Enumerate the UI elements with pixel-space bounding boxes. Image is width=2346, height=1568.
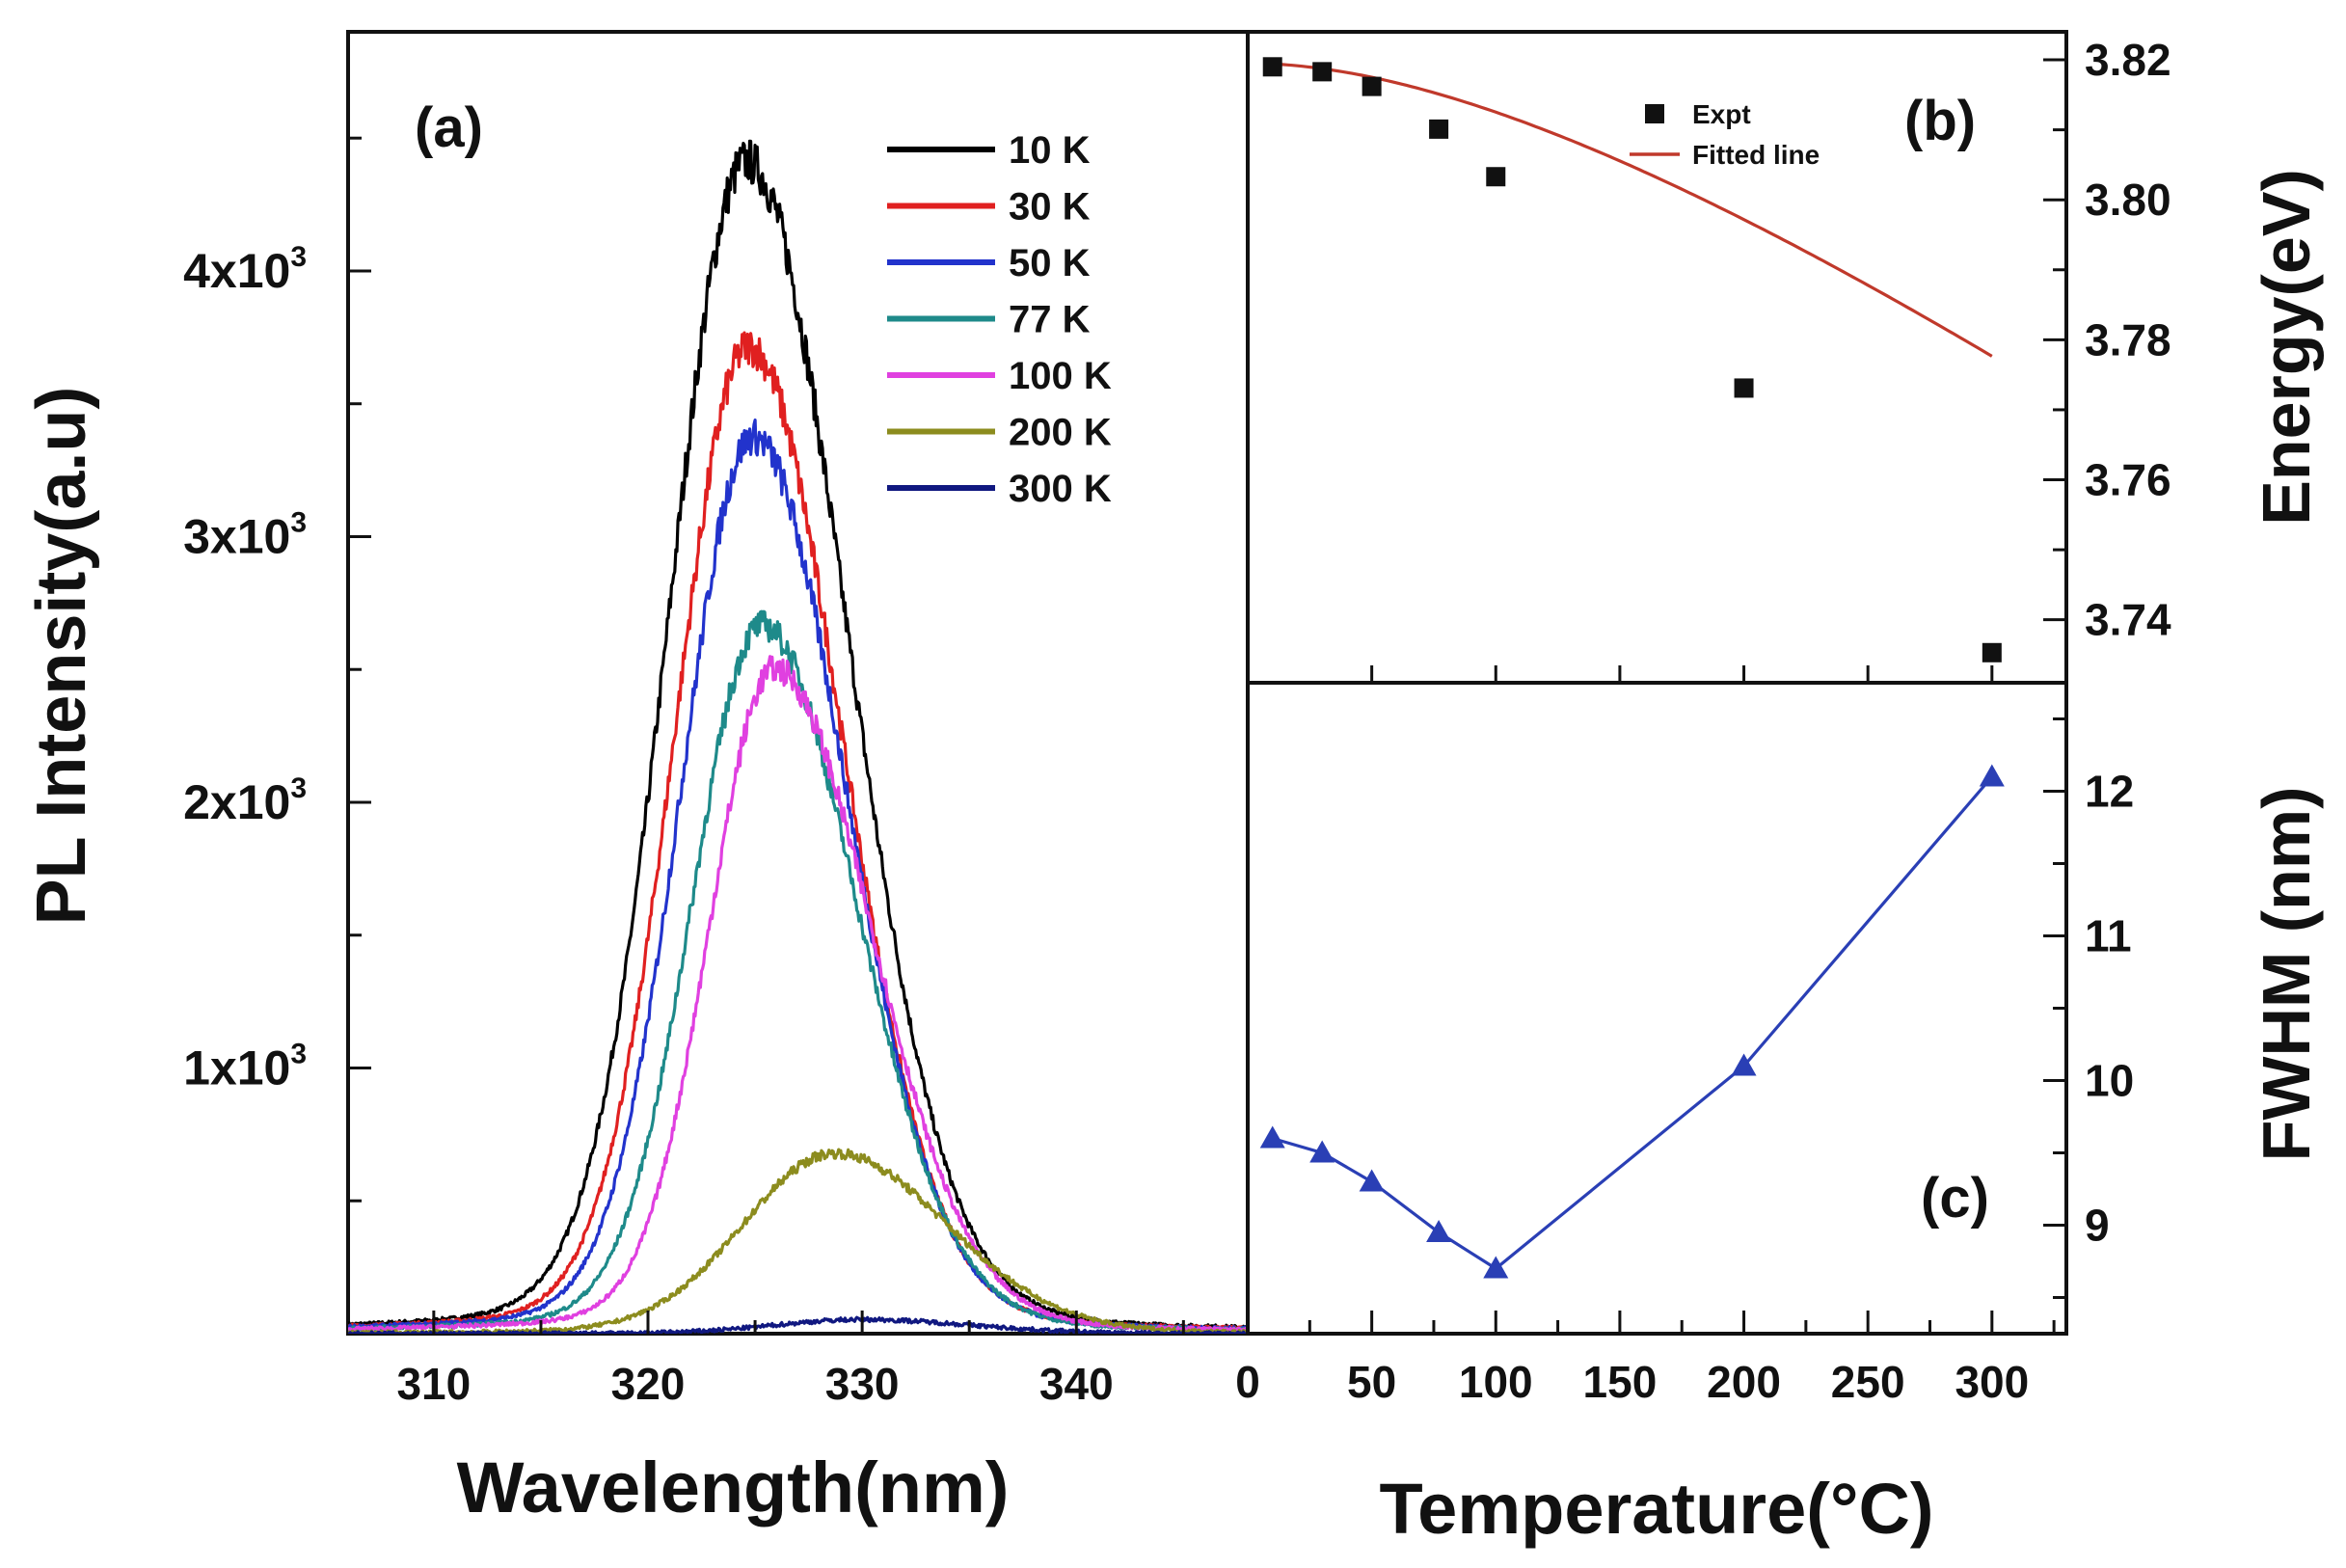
x-tick-label: 200 — [1707, 1357, 1781, 1407]
y-tick-label: 10 — [2085, 1056, 2134, 1106]
y-tick-label-base: 3x10 — [183, 509, 290, 563]
panel-c-ticks: 9 10 11 12 0 50 100 150 200 250 300 — [1235, 717, 2134, 1407]
spectrum-line-200k — [348, 1148, 1248, 1334]
legend-label: 77 K — [1009, 299, 1091, 341]
panel-c-y-axis-title: FWHM (nm) — [2249, 787, 2324, 1162]
y-tick-label-base: 2x10 — [183, 775, 290, 829]
x-tick-label: 50 — [1347, 1357, 1396, 1407]
spectrum-line-50k — [348, 419, 1248, 1333]
panel-c-label: (c) — [1921, 1167, 1989, 1230]
x-tick-label: 310 — [396, 1359, 471, 1409]
x-tick-label: 100 — [1459, 1357, 1533, 1407]
fwhm-point — [1426, 1220, 1452, 1242]
expt-point — [1734, 378, 1754, 398]
panel-c-content — [1259, 764, 2005, 1279]
y-tick-label: 2x103 — [183, 772, 307, 829]
y-tick-label: 12 — [2085, 767, 2134, 817]
y-tick-label: 3x103 — [183, 506, 307, 563]
fwhm-point — [1259, 1125, 1285, 1149]
spectrum-line-300k — [348, 1315, 1248, 1334]
expt-point — [1486, 167, 1506, 187]
y-tick-label-exponent: 3 — [290, 1038, 307, 1069]
expt-point — [1429, 119, 1449, 139]
panel-b-content: 3.74 3.76 3.78 3.80 3.82 — [1246, 35, 2171, 683]
legend-label: 200 K — [1009, 412, 1112, 454]
panel-a-legend: 10 K 30 K 50 K 77 K 100 K 200 K 300 K — [887, 129, 1112, 510]
legend-label: Expt — [1692, 99, 1751, 129]
panel-b-legend: Expt Fitted line — [1630, 99, 1820, 170]
y-tick-label-exponent: 3 — [290, 506, 307, 538]
x-tick-label: 320 — [611, 1359, 686, 1409]
y-tick-label-base: 1x10 — [183, 1041, 290, 1095]
spectrum-line-10k — [348, 139, 1248, 1331]
spectrum-line-100k — [348, 655, 1248, 1334]
y-tick-label: 9 — [2085, 1201, 2110, 1251]
panel-a-label: (a) — [415, 96, 483, 159]
x-tick-label: 0 — [1235, 1357, 1260, 1407]
fwhm-point — [1731, 1053, 1757, 1076]
y-tick-label-exponent: 3 — [290, 241, 307, 273]
fwhm-point — [1979, 764, 2005, 787]
y-tick-label-base: 4x10 — [183, 244, 290, 298]
expt-point — [1362, 76, 1382, 96]
y-tick-label: 3.80 — [2085, 175, 2171, 225]
spectrum-line-77k — [348, 609, 1248, 1334]
x-tick-label: 300 — [1955, 1357, 2029, 1407]
legend-label: Fitted line — [1692, 140, 1820, 170]
y-tick-label-exponent: 3 — [290, 772, 307, 804]
panel-b-label: (b) — [1904, 90, 1976, 152]
fitted-line — [1272, 62, 1993, 358]
panel-c-x-axis-title: Temperature(°C) — [1379, 1469, 1933, 1549]
y-tick-label: 3.76 — [2085, 455, 2171, 505]
legend-label: 10 K — [1009, 129, 1091, 172]
fwhm-line — [1272, 775, 1994, 1271]
panel-a-curves — [348, 139, 1248, 1334]
x-tick-label: 330 — [825, 1359, 900, 1409]
fwhm-point — [1309, 1140, 1335, 1163]
panel-a-y-axis-title: PL Intensity(a.u) — [23, 387, 100, 926]
fwhm-point — [1483, 1256, 1509, 1279]
y-tick-label: 3.74 — [2085, 595, 2171, 645]
panel-c-frame — [1246, 681, 2068, 1336]
x-tick-label: 150 — [1583, 1357, 1658, 1407]
panel-b-y-axis-title: Energy(eV) — [2249, 169, 2324, 526]
y-tick-label: 4x103 — [183, 241, 307, 298]
panel-a-x-axis-title: Wavelength(nm) — [457, 1447, 1010, 1527]
fwhm-point — [1359, 1169, 1385, 1192]
legend-label: 30 K — [1009, 186, 1091, 229]
expt-point — [1262, 57, 1282, 77]
spectrum-line-30k — [348, 331, 1248, 1332]
legend-label: 100 K — [1009, 355, 1112, 397]
x-tick-label: 250 — [1831, 1357, 1905, 1407]
expt-point — [1982, 642, 2002, 662]
expt-point — [1312, 62, 1333, 82]
y-tick-label: 11 — [2085, 911, 2132, 961]
legend-marker-expt — [1645, 104, 1664, 123]
y-tick-label: 3.78 — [2085, 314, 2171, 365]
x-tick-label: 340 — [1039, 1359, 1114, 1409]
y-tick-label: 3.82 — [2085, 35, 2171, 85]
y-tick-label: 1x103 — [183, 1038, 307, 1095]
legend-label: 50 K — [1009, 242, 1091, 284]
legend-label: 300 K — [1009, 468, 1112, 510]
